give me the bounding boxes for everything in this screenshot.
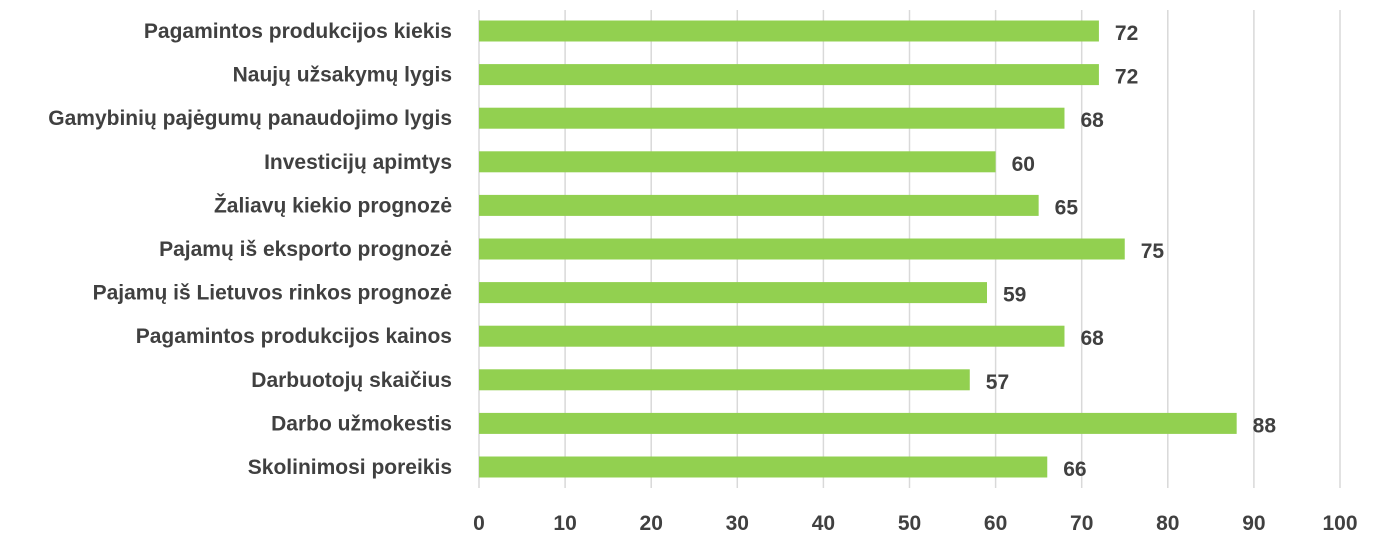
value-label: 60 (1012, 153, 1035, 176)
value-label: 68 (1080, 109, 1104, 132)
bar (479, 412, 1237, 434)
value-label: 59 (1003, 284, 1026, 307)
x-tick-label: 0 (473, 512, 485, 535)
category-label: Skolinimosi poreikis (248, 456, 452, 479)
bars (479, 20, 1237, 478)
bar (479, 151, 996, 173)
category-label: Darbuotojų skaičius (251, 369, 452, 392)
x-tick-label: 70 (1070, 512, 1093, 535)
labels: 0 10 20 30 40 50 60 70 80 90 100 Pagamintos produkc… (48, 20, 1357, 535)
value-label: 72 (1115, 66, 1138, 89)
value-label: 88 (1253, 414, 1277, 437)
x-tick-label: 90 (1242, 512, 1265, 535)
bar (479, 64, 1099, 86)
x-tick-label: 40 (812, 512, 835, 535)
value-label: 57 (986, 371, 1009, 394)
x-tick-label: 30 (726, 512, 749, 535)
bar (479, 325, 1065, 347)
category-label: Investicijų apimtys (264, 151, 452, 174)
category-label: Pagamintos produkcijos kainos (136, 325, 452, 348)
category-label: Žaliavų kiekio prognozė (214, 193, 452, 217)
category-label: Naujų užsakymų lygis (233, 64, 452, 87)
category-label: Pajamų iš Lietuvos rinkos prognozė (93, 282, 452, 305)
bar (479, 20, 1099, 42)
x-tick-label: 60 (984, 512, 1007, 535)
bar (479, 238, 1125, 260)
bar (479, 369, 970, 391)
x-tick-label: 100 (1322, 512, 1357, 535)
category-label: Pagamintos produkcijos kiekis (144, 20, 452, 43)
x-tick-label: 80 (1156, 512, 1179, 535)
x-tick-label: 50 (898, 512, 921, 535)
bar (479, 194, 1039, 216)
value-label: 75 (1141, 240, 1165, 263)
value-label: 66 (1063, 458, 1086, 481)
category-label: Darbo užmokestis (271, 412, 452, 435)
value-label: 72 (1115, 22, 1138, 45)
bar (479, 107, 1065, 129)
category-label: Pajamų iš eksporto prognozė (159, 238, 452, 261)
bar (479, 282, 987, 304)
value-label: 65 (1055, 196, 1079, 219)
x-tick-label: 10 (553, 512, 576, 535)
value-label: 68 (1080, 327, 1104, 350)
category-label: Gamybinių pajėgumų panaudojimo lygis (48, 107, 452, 130)
bar (479, 456, 1048, 478)
x-tick-label: 20 (640, 512, 663, 535)
